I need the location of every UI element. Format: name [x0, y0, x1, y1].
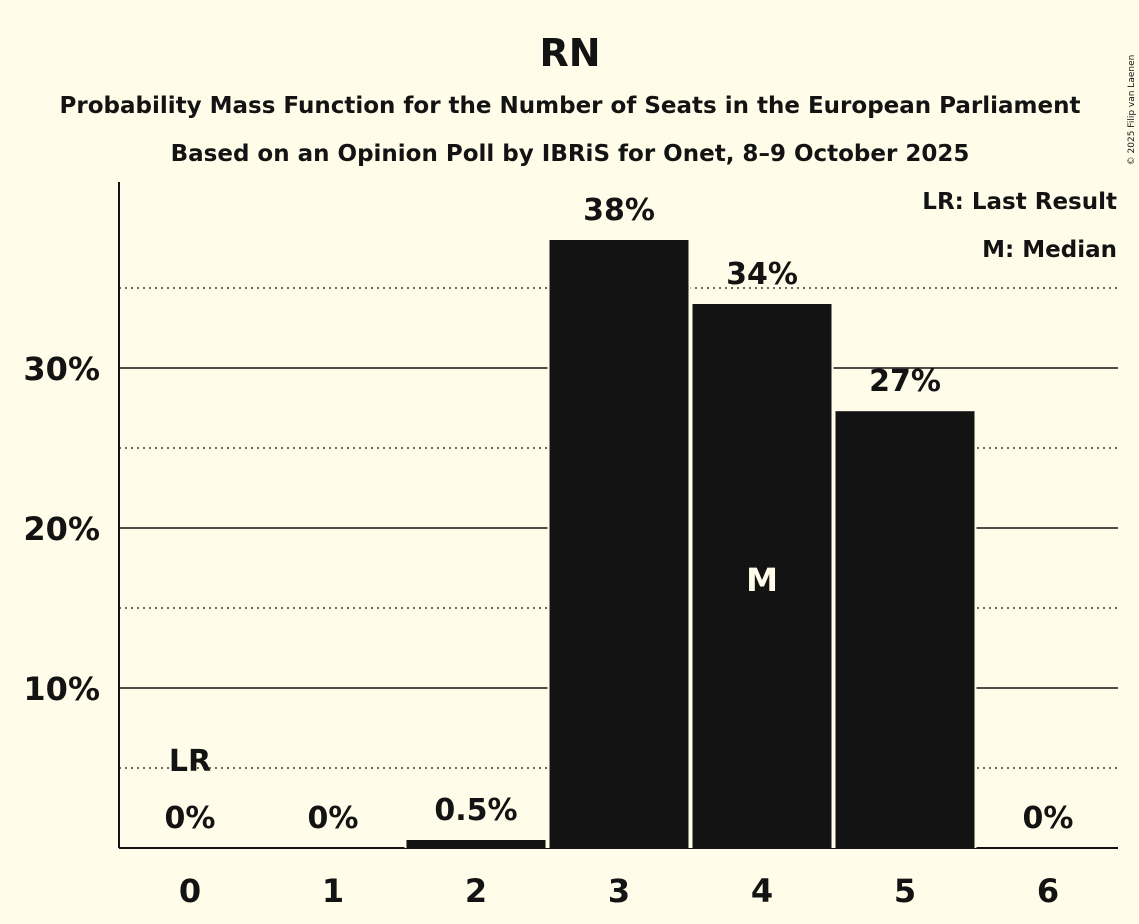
bar-seat-2	[406, 840, 546, 848]
last-result-marker: LR	[169, 744, 211, 779]
value-label: 0%	[1023, 801, 1074, 836]
x-tick-label: 5	[894, 872, 916, 910]
x-tick-label: 0	[179, 872, 201, 910]
x-tick-label: 3	[608, 872, 630, 910]
y-tick-label: 10%	[23, 670, 100, 708]
x-tick-label: 6	[1037, 872, 1059, 910]
copyright-note: © 2025 Filip van Laenen	[1127, 55, 1137, 166]
y-tick-label: 30%	[23, 350, 100, 388]
bar-layer	[404, 238, 977, 848]
chart-subtitle: Probability Mass Function for the Number…	[60, 93, 1081, 119]
x-tick-label: 1	[322, 872, 344, 910]
x-tick-label: 4	[751, 872, 773, 910]
chart-source: Based on an Opinion Poll by IBRiS for On…	[171, 141, 970, 167]
y-tick-label: 20%	[23, 510, 100, 548]
median-marker: M	[746, 561, 778, 599]
bar-seat-4	[692, 304, 832, 848]
bar-seat-3	[549, 240, 689, 848]
chart-title: RN	[539, 31, 600, 75]
legend-median: M: Median	[982, 237, 1117, 263]
value-label: 0%	[165, 801, 216, 836]
label-layer: 0% 0% 0.5% 38% 34% 27% 0% 0 1 2 3 4 5 6 LR M	[165, 193, 1074, 910]
x-tick-label: 2	[465, 872, 487, 910]
value-label: 0%	[308, 801, 359, 836]
legend: LR: Last Result M: Median	[922, 189, 1117, 263]
value-label: 0.5%	[434, 793, 517, 828]
bar-seat-5	[835, 411, 975, 848]
legend-last-result: LR: Last Result	[922, 189, 1117, 215]
value-label: 38%	[583, 193, 655, 228]
value-label: 27%	[869, 364, 941, 399]
value-label: 34%	[726, 257, 798, 292]
